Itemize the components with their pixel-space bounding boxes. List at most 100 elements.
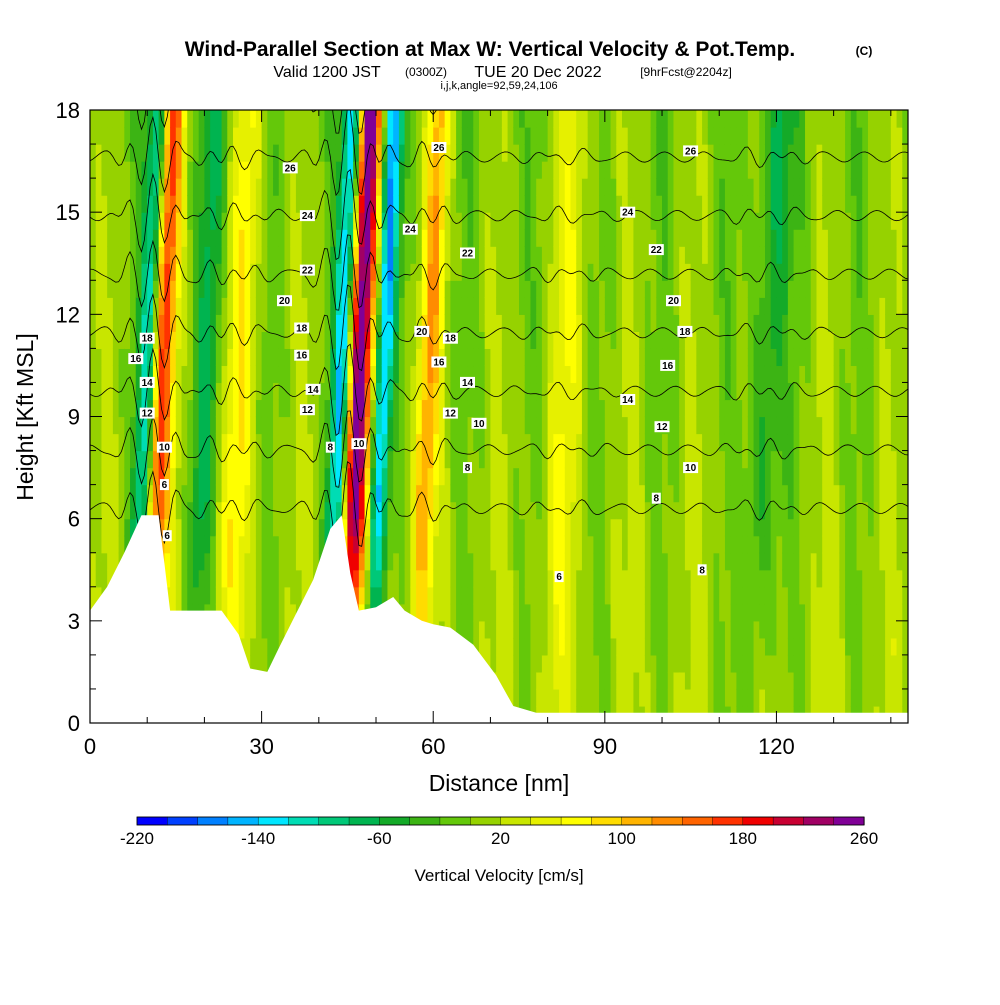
velocity-cell [827, 144, 835, 162]
velocity-cell [130, 484, 137, 503]
velocity-cell [404, 144, 411, 162]
velocity-cell [416, 280, 423, 298]
velocity-cell [513, 399, 520, 418]
velocity-cell [192, 246, 200, 264]
velocity-cell [170, 297, 177, 315]
velocity-cell [576, 569, 583, 588]
velocity-cell [438, 569, 446, 588]
velocity-cell [347, 467, 354, 486]
velocity-cell [827, 654, 835, 673]
velocity-cell [736, 620, 743, 639]
velocity-cell [393, 314, 400, 332]
velocity-cell [702, 348, 709, 367]
velocity-cell [484, 246, 492, 264]
velocity-cell [816, 467, 823, 486]
velocity-cell [330, 229, 337, 247]
velocity-cell [164, 263, 171, 281]
velocity-cell [313, 246, 320, 264]
velocity-cell [438, 280, 446, 298]
velocity-cell [175, 229, 183, 247]
velocity-cell [95, 569, 103, 588]
velocity-cell [118, 535, 125, 554]
velocity-cell [541, 195, 549, 213]
velocity-cell [519, 127, 526, 145]
velocity-cell [347, 195, 354, 213]
velocity-cell [130, 382, 137, 401]
velocity-cell [702, 416, 709, 435]
velocity-cell [570, 212, 577, 230]
velocity-cell [496, 365, 503, 384]
velocity-cell [130, 365, 137, 384]
velocity-cell [684, 416, 692, 435]
velocity-cell [210, 501, 217, 520]
velocity-cell [416, 433, 423, 452]
velocity-cell [747, 416, 755, 435]
velocity-cell [581, 297, 589, 315]
velocity-cell [873, 246, 880, 264]
velocity-cell [324, 212, 331, 230]
velocity-cell [524, 688, 532, 707]
velocity-cell [358, 331, 366, 349]
velocity-cell [667, 620, 675, 639]
velocity-cell [707, 535, 715, 554]
velocity-cell [656, 178, 663, 196]
velocity-cell [576, 586, 583, 605]
velocity-cell [656, 552, 663, 571]
velocity-cell [364, 178, 371, 196]
velocity-cell [759, 144, 766, 162]
velocity-cell [530, 552, 537, 571]
velocity-cell [873, 348, 880, 367]
velocity-cell [616, 144, 623, 162]
velocity-cell [444, 297, 451, 315]
velocity-cell [513, 331, 520, 349]
velocity-cell [570, 688, 577, 707]
velocity-cell [833, 178, 840, 196]
velocity-cell [238, 552, 246, 571]
velocity-cell [335, 348, 343, 367]
velocity-cell [519, 382, 526, 401]
velocity-cell [787, 195, 795, 213]
velocity-cell [353, 484, 360, 503]
velocity-cell [776, 110, 783, 128]
velocity-cell [170, 552, 177, 571]
velocity-cell [753, 484, 760, 503]
velocity-cell [805, 416, 812, 435]
velocity-cell [564, 297, 572, 315]
velocity-cell [879, 688, 886, 707]
velocity-cell [673, 178, 680, 196]
velocity-cell [644, 654, 652, 673]
velocity-cell [450, 280, 457, 298]
velocity-cell [782, 416, 789, 435]
velocity-cell [770, 365, 778, 384]
velocity-cell [770, 586, 778, 605]
velocity-cell [530, 178, 537, 196]
velocity-cell [604, 127, 612, 145]
velocity-cell [101, 433, 108, 452]
velocity-cell [707, 501, 715, 520]
velocity-cell [759, 110, 766, 128]
velocity-cell [215, 382, 223, 401]
velocity-cell [696, 620, 703, 639]
velocity-cell [456, 297, 463, 315]
velocity-cell [787, 212, 795, 230]
velocity-cell [650, 637, 657, 656]
velocity-cell [724, 535, 732, 554]
velocity-cell [387, 127, 394, 145]
velocity-cell [381, 178, 389, 196]
velocity-cell [827, 603, 835, 622]
velocity-cell [827, 688, 835, 707]
velocity-cell [135, 450, 143, 469]
velocity-cell [742, 501, 749, 520]
velocity-cell [130, 212, 137, 230]
velocity-cell [873, 603, 880, 622]
velocity-cell [175, 161, 183, 179]
velocity-cell [633, 127, 640, 145]
velocity-cell [427, 263, 434, 281]
velocity-cell [536, 569, 543, 588]
velocity-cell [696, 654, 703, 673]
velocity-cell [370, 110, 377, 128]
velocity-cell [776, 348, 783, 367]
velocity-cell [759, 450, 766, 469]
velocity-cell [862, 348, 869, 367]
velocity-cell [370, 314, 377, 332]
